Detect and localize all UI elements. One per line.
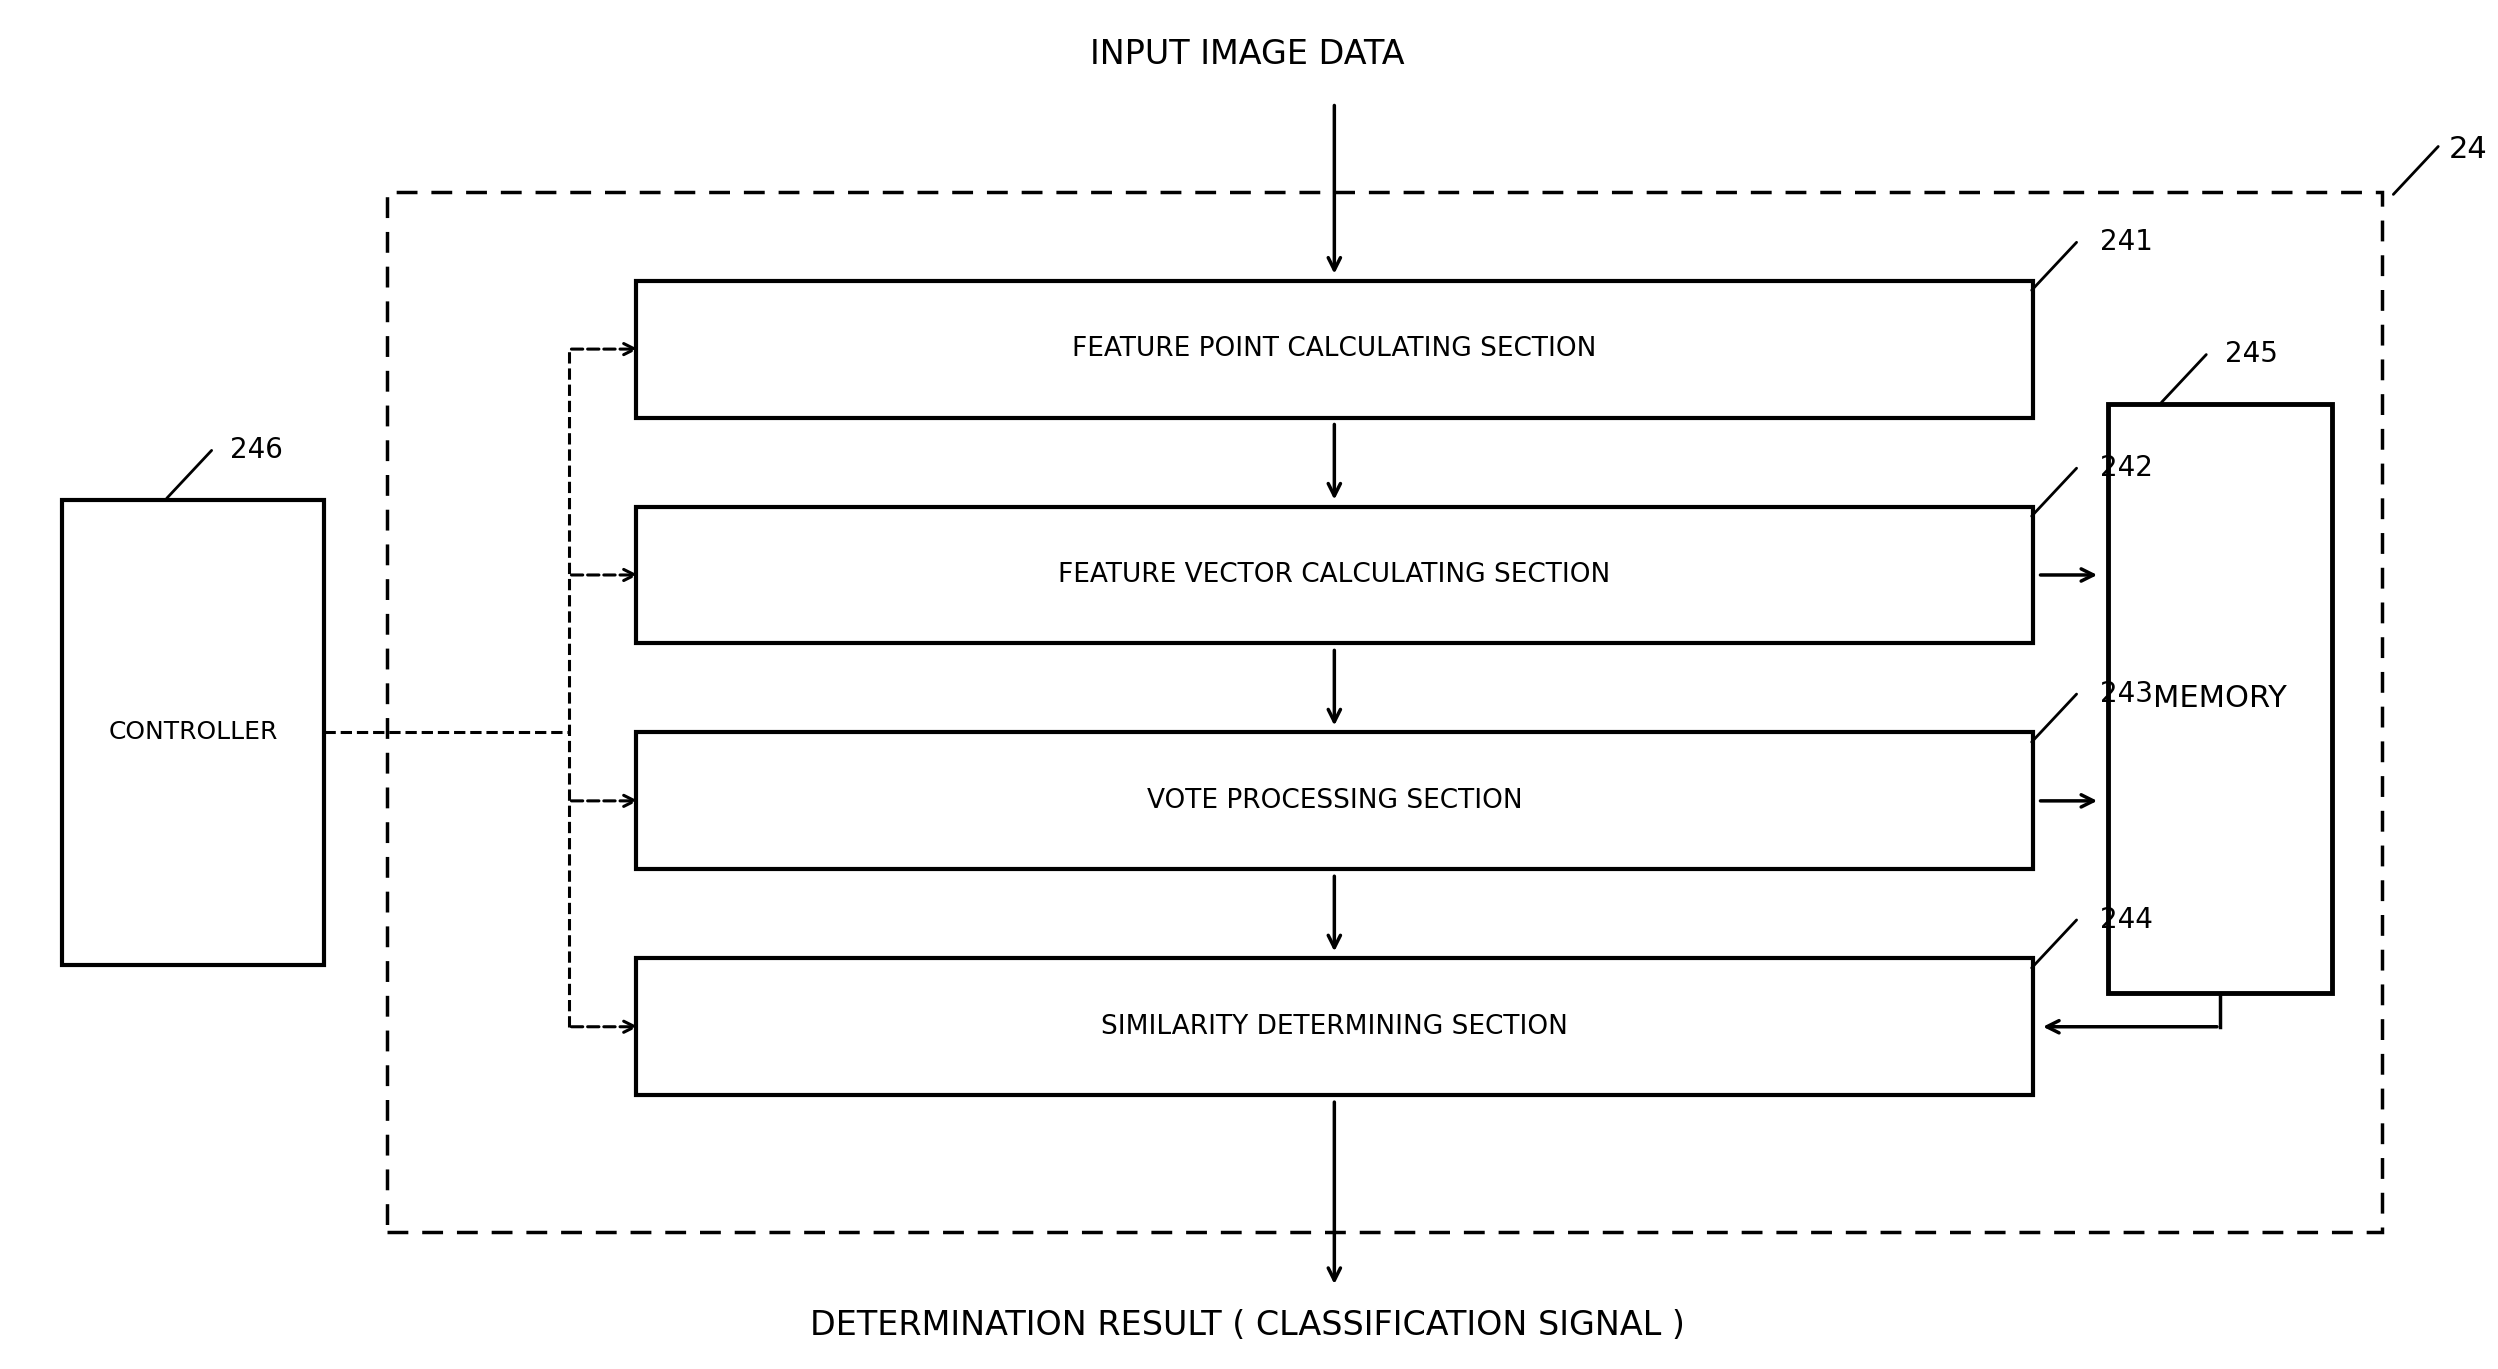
Bar [637,281,2033,418]
Text: 241: 241 [2101,229,2153,256]
Text: FEATURE POINT CALCULATING SECTION: FEATURE POINT CALCULATING SECTION [1072,337,1596,361]
Bar [637,958,2033,1095]
Text: CONTROLLER: CONTROLLER [107,720,277,745]
Bar [637,507,2033,643]
Text: 244: 244 [2101,906,2153,934]
Text: 246: 246 [230,437,282,464]
Bar [387,192,2383,1232]
Text: 245: 245 [2226,341,2278,368]
Text: MEMORY: MEMORY [2153,683,2286,713]
Text: 24: 24 [2448,136,2488,164]
Bar [62,500,325,965]
Text: VOTE PROCESSING SECTION: VOTE PROCESSING SECTION [1147,789,1521,813]
Text: INPUT IMAGE DATA: INPUT IMAGE DATA [1089,38,1404,71]
Text: SIMILARITY DETERMINING SECTION: SIMILARITY DETERMINING SECTION [1102,1014,1569,1039]
Text: DETERMINATION RESULT ( CLASSIFICATION SIGNAL ): DETERMINATION RESULT ( CLASSIFICATION SI… [809,1309,1684,1342]
Text: 243: 243 [2101,680,2153,708]
Text: FEATURE VECTOR CALCULATING SECTION: FEATURE VECTOR CALCULATING SECTION [1059,563,1611,587]
Text: 242: 242 [2101,455,2153,482]
Bar [2108,404,2333,993]
Bar [637,732,2033,869]
